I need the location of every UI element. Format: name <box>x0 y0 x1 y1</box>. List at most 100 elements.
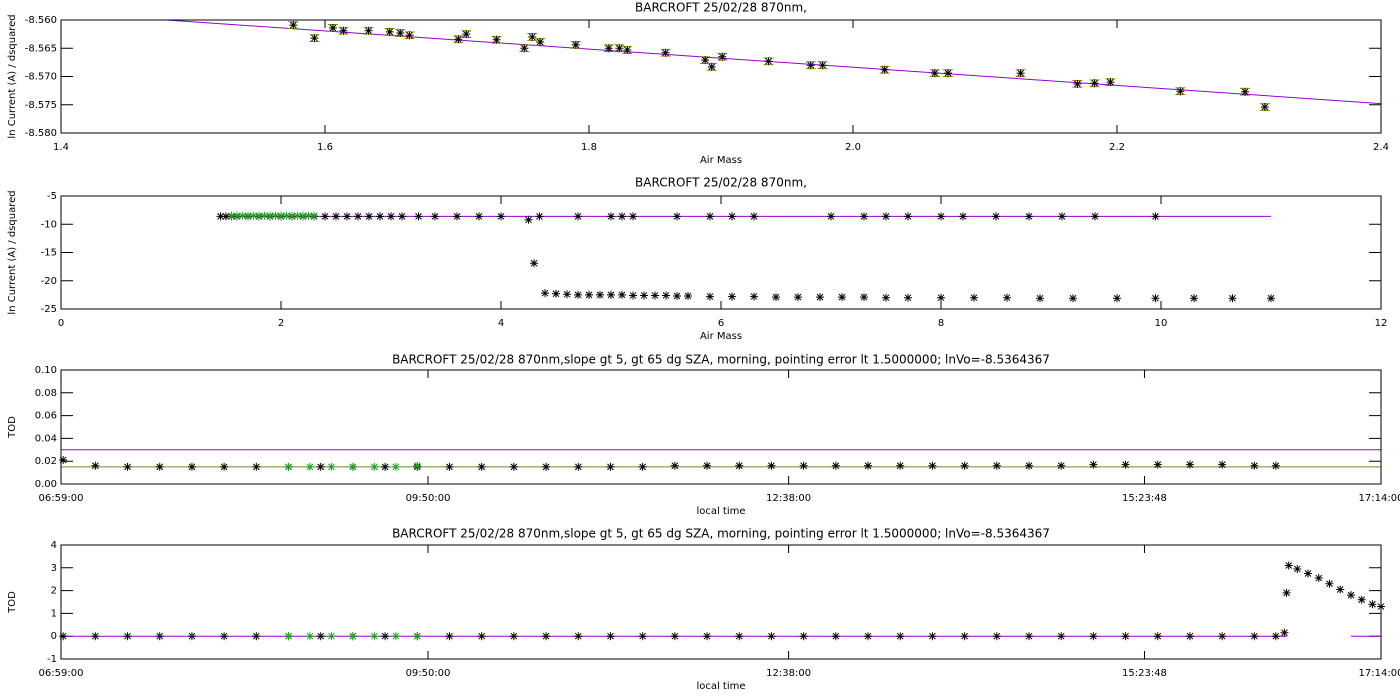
data-point <box>618 212 626 221</box>
data-point <box>1057 461 1066 470</box>
y-tick-label: -8.580 <box>25 128 57 139</box>
data-point <box>1153 460 1162 469</box>
data-point <box>365 212 373 221</box>
x-tick-label: 12 <box>1375 318 1388 329</box>
data-point <box>376 212 384 221</box>
data-point <box>585 290 593 299</box>
data-point <box>574 212 582 221</box>
data-point <box>1241 87 1250 96</box>
data-point <box>477 632 486 641</box>
x-tick-label: 17:14:00 <box>1359 668 1400 679</box>
y-tick-label: 0.08 <box>35 388 57 399</box>
data-point <box>992 212 1000 221</box>
data-point <box>370 462 379 471</box>
data-point <box>880 65 889 74</box>
y-axis-label: TOD <box>7 591 18 614</box>
data-point <box>1336 585 1345 594</box>
x-tick-label: 2.2 <box>1109 142 1125 153</box>
x-axis-label: Air Mass <box>700 331 742 342</box>
data-point <box>238 211 247 220</box>
y-tick-label: 0 <box>51 631 57 642</box>
data-point <box>670 461 679 470</box>
data-point <box>864 632 873 641</box>
data-point <box>316 462 325 471</box>
data-point <box>640 291 648 300</box>
y-tick-label: -8.575 <box>25 100 57 111</box>
x-tick-label: 15:23:48 <box>1122 493 1167 504</box>
data-point <box>391 462 400 471</box>
data-point <box>299 211 307 220</box>
data-point <box>735 632 744 641</box>
data-point <box>960 461 969 470</box>
data-point <box>187 632 196 641</box>
data-point <box>1176 87 1185 96</box>
data-point <box>385 27 394 36</box>
data-point <box>398 212 406 221</box>
data-point <box>328 23 337 32</box>
data-point <box>1090 79 1099 88</box>
data-point <box>1058 212 1066 221</box>
data-point <box>604 44 613 53</box>
data-point <box>629 291 637 300</box>
data-point <box>615 44 624 53</box>
data-point <box>1260 103 1269 112</box>
data-point <box>552 289 560 298</box>
data-point <box>1357 595 1366 604</box>
data-point <box>1304 569 1313 578</box>
data-point <box>827 212 835 221</box>
data-point <box>638 632 647 641</box>
data-point <box>1036 294 1044 303</box>
data-point <box>944 69 953 78</box>
data-point <box>684 292 692 301</box>
data-point <box>799 461 808 470</box>
x-tick-label: 06:59:00 <box>39 668 84 679</box>
data-point <box>673 212 681 221</box>
data-point <box>864 461 873 470</box>
data-point <box>535 212 544 221</box>
data-point <box>750 212 758 221</box>
data-point <box>305 632 314 641</box>
data-point <box>1073 79 1082 88</box>
data-point <box>387 212 395 221</box>
data-point <box>332 212 340 221</box>
data-point <box>321 212 329 221</box>
data-point <box>91 461 100 470</box>
data-point <box>816 293 824 302</box>
y-tick-label: 0.06 <box>35 411 57 422</box>
data-point <box>216 212 225 221</box>
data-point <box>1267 294 1275 303</box>
y-tick-label: -8.560 <box>25 15 57 26</box>
data-point <box>305 462 314 471</box>
y-axis-label: TOD <box>7 416 18 439</box>
data-point <box>1025 212 1033 221</box>
data-point <box>1228 294 1237 303</box>
data-point <box>767 632 776 641</box>
data-point <box>59 456 68 465</box>
data-point <box>530 259 538 268</box>
data-point <box>414 212 423 221</box>
chart-title: BARCROFT 25/02/28 870nm,slope gt 5, gt 6… <box>392 353 1050 367</box>
data-point <box>252 632 261 641</box>
data-point <box>327 462 336 471</box>
data-point <box>928 461 937 470</box>
data-point <box>860 212 868 221</box>
data-point <box>475 212 483 221</box>
data-point <box>959 212 967 221</box>
panel: BARCROFT 25/02/28 870nm, Air Mass ln Curre… <box>7 176 1387 343</box>
chart-title: BARCROFT 25/02/28 870nm, <box>635 1 807 15</box>
data-point <box>767 461 776 470</box>
y-axis-label: ln Current (A) / dsquared <box>7 14 18 138</box>
data-point <box>233 211 241 220</box>
data-point <box>1113 294 1121 303</box>
data-point <box>1121 632 1130 641</box>
data-point <box>670 632 679 641</box>
y-tick-label: -20 <box>41 276 57 287</box>
data-point <box>563 290 571 299</box>
data-point <box>970 293 978 302</box>
data-point <box>542 632 551 641</box>
data-point <box>571 40 580 49</box>
data-point <box>701 56 710 65</box>
data-point <box>1069 294 1077 303</box>
data-point <box>348 632 357 641</box>
y-tick-label: 1 <box>51 608 57 619</box>
